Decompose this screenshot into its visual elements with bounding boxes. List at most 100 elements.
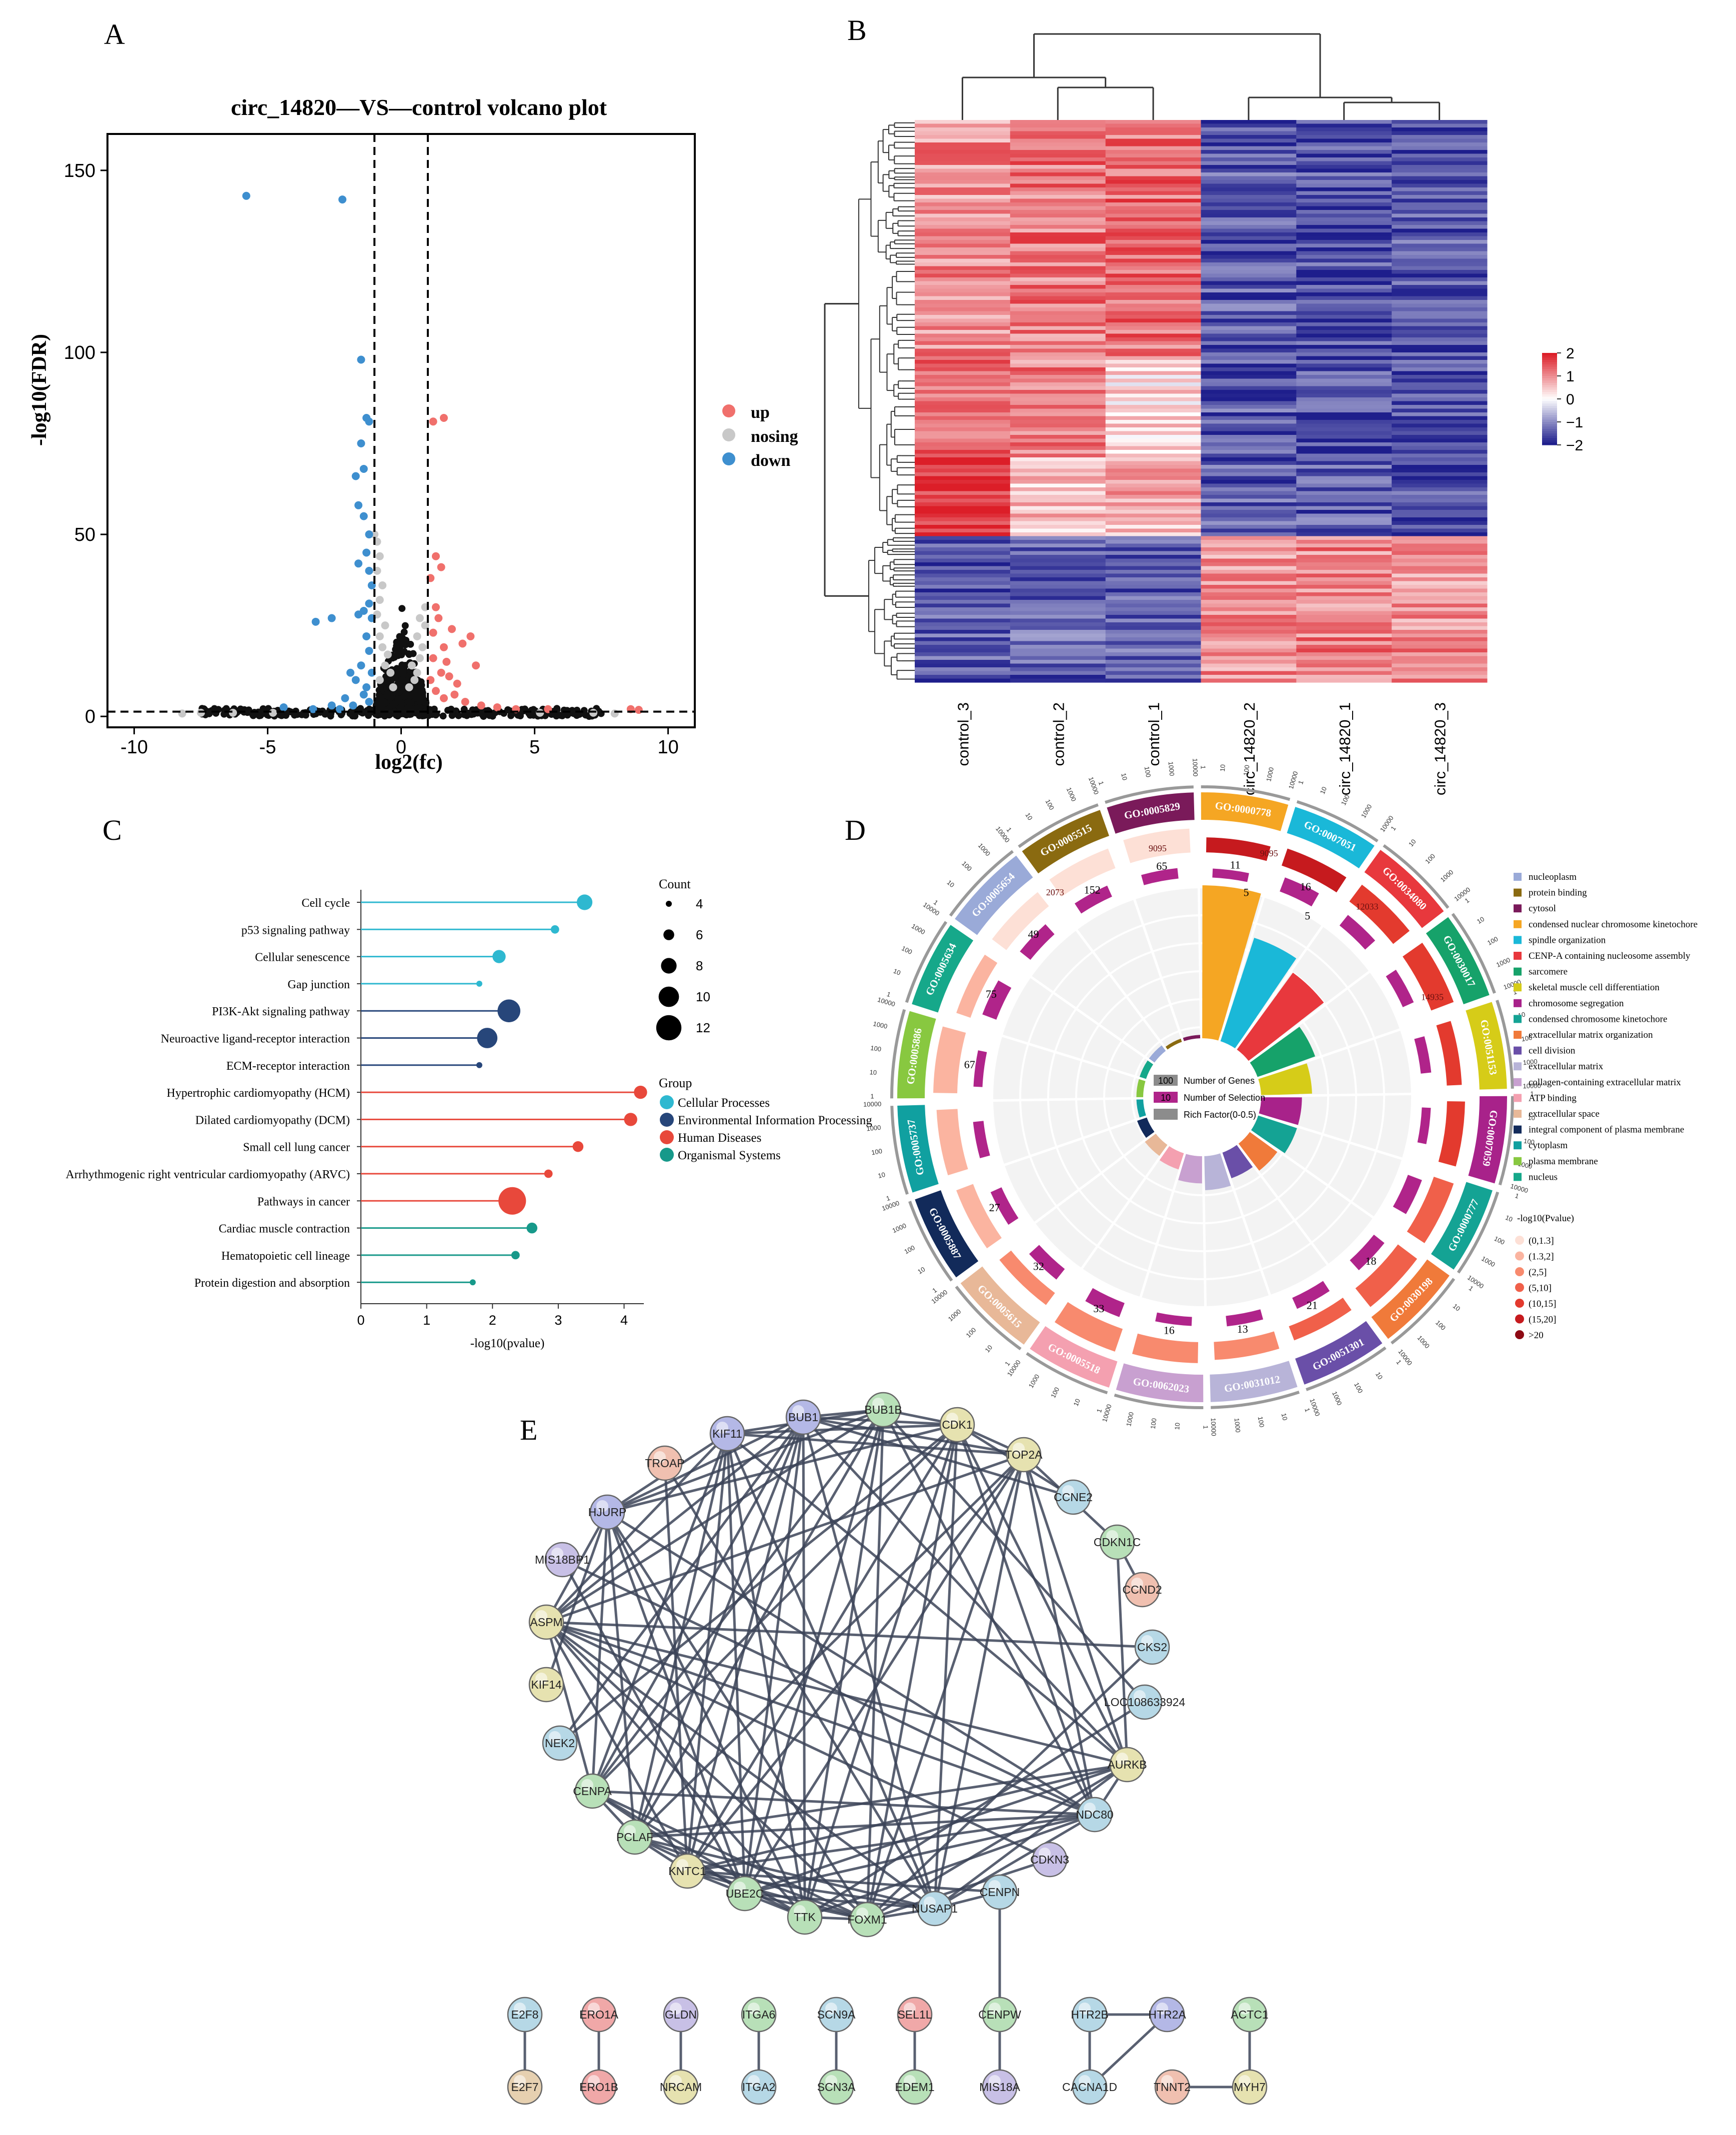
point-up bbox=[439, 643, 448, 651]
heatmap-cell bbox=[1201, 217, 1297, 222]
heatmap-cell bbox=[1105, 296, 1201, 300]
scale-tick-label: 100 bbox=[1257, 1416, 1266, 1428]
gene-count-bar bbox=[1289, 1298, 1352, 1341]
heatmap-cell bbox=[1010, 165, 1106, 169]
network-node-label: KIF14 bbox=[531, 1678, 562, 1691]
heatmap-cell bbox=[1392, 513, 1488, 518]
legend-marker-down bbox=[722, 452, 735, 465]
heatmap-cell bbox=[1296, 596, 1392, 600]
heatmap-cell bbox=[1010, 573, 1106, 578]
heatmap-cell bbox=[1201, 453, 1297, 458]
heatmap-cell bbox=[1201, 397, 1297, 402]
grid-spoke bbox=[1258, 1113, 1404, 1160]
network-edge bbox=[687, 1763, 1128, 1873]
heatmap-cell bbox=[1201, 210, 1297, 214]
scale-step bbox=[1542, 353, 1557, 356]
point-up bbox=[453, 679, 461, 688]
go-legend-swatch bbox=[1514, 1015, 1522, 1023]
heatmap-cell bbox=[1010, 273, 1106, 278]
heatmap-cell bbox=[1392, 633, 1488, 638]
pathway-label: Hypertrophic cardiomyopathy (HCM) bbox=[166, 1087, 350, 1100]
scale-ring bbox=[949, 850, 1014, 917]
scale-step bbox=[1542, 403, 1557, 406]
heatmap-cell bbox=[1201, 536, 1297, 540]
heatmap-cell bbox=[1201, 663, 1297, 668]
heatmap-cell bbox=[1392, 596, 1488, 600]
gene-count-label: 27 bbox=[989, 1201, 1000, 1214]
scale-tick-label: 10 bbox=[1452, 1302, 1462, 1313]
heatmap-cell bbox=[1296, 123, 1392, 128]
heatmap-cell bbox=[1392, 180, 1488, 184]
network-edge bbox=[803, 1424, 959, 1918]
grid-spoke bbox=[1218, 896, 1265, 1041]
heatmap-cell bbox=[1201, 378, 1297, 383]
network-node-label: CDK1 bbox=[942, 1418, 972, 1431]
scale-tick-label: 100 bbox=[1523, 1137, 1535, 1146]
heatmap-cell bbox=[915, 408, 1011, 413]
go-legend-label: ATP binding bbox=[1529, 1093, 1577, 1103]
network-node-label: KNTC1 bbox=[668, 1865, 706, 1878]
point-nosing-dense bbox=[398, 605, 406, 612]
heatmap-cell bbox=[1296, 491, 1392, 495]
heatmap-cell bbox=[1392, 270, 1488, 274]
heatmap-cell bbox=[1010, 611, 1106, 615]
scale-ring bbox=[1201, 785, 1291, 801]
go-legend-label: extracellular space bbox=[1529, 1109, 1600, 1119]
heatmap-cell bbox=[1296, 341, 1392, 345]
heatmap-cell bbox=[915, 600, 1011, 604]
heatmap-cell bbox=[1392, 165, 1488, 169]
heatmap-cell bbox=[1296, 176, 1392, 180]
heatmap-cell bbox=[1010, 322, 1106, 327]
heatmap-cell bbox=[1392, 502, 1488, 507]
network-node-highlight bbox=[1156, 2003, 1168, 2015]
heatmap-cell bbox=[1392, 138, 1488, 143]
heatmap-cell bbox=[1201, 630, 1297, 634]
go-legend-label: nucleoplasm bbox=[1529, 872, 1577, 882]
point-up bbox=[450, 690, 459, 699]
network-node-highlight bbox=[748, 2075, 760, 2087]
heatmap-cell bbox=[1105, 555, 1201, 559]
heatmap-cell bbox=[1201, 333, 1297, 338]
go-legend-swatch bbox=[1514, 952, 1522, 960]
heatmap-cell bbox=[1201, 195, 1297, 199]
heatmap-cell bbox=[1010, 468, 1106, 473]
heatmap-cell bbox=[915, 513, 1011, 518]
heatmap-cell bbox=[1105, 232, 1201, 237]
heatmap-cell bbox=[1010, 588, 1106, 593]
go-legend-swatch bbox=[1514, 1031, 1522, 1039]
heatmap-cell bbox=[1296, 446, 1392, 450]
point-nosing-dense bbox=[351, 712, 359, 720]
heatmap-cell bbox=[1105, 570, 1201, 574]
heatmap-cell bbox=[1105, 423, 1201, 428]
network-node-label: CDKN3 bbox=[1030, 1853, 1069, 1866]
heatmap-cell bbox=[915, 251, 1011, 255]
network-node-highlight bbox=[734, 1882, 746, 1894]
heatmap-cell bbox=[1296, 543, 1392, 548]
heatmap-cell bbox=[915, 296, 1011, 300]
heatmap-cell bbox=[915, 667, 1011, 672]
point-nosing-dense bbox=[486, 712, 493, 719]
heatmap-cell bbox=[1105, 581, 1201, 585]
heatmap-cell bbox=[1105, 633, 1201, 638]
network-node-highlight bbox=[1116, 1753, 1128, 1765]
point-nosing bbox=[375, 632, 384, 640]
heatmap-cell bbox=[1105, 390, 1201, 394]
gene-count-label: 152 bbox=[1084, 884, 1101, 896]
network-edge bbox=[634, 1454, 1025, 1838]
network-edge bbox=[606, 1512, 746, 1894]
heatmap-cell bbox=[1296, 393, 1392, 398]
heatmap-cell bbox=[1201, 273, 1297, 278]
heatmap-cell bbox=[1392, 663, 1488, 668]
network-edge bbox=[1116, 1542, 1129, 1765]
heatmap-cell bbox=[1392, 600, 1488, 604]
heatmap-cell bbox=[915, 333, 1011, 338]
point-up bbox=[461, 698, 469, 706]
scale-tick-label: 10 bbox=[1528, 1114, 1535, 1122]
heatmap-cell bbox=[1296, 562, 1392, 567]
heatmap-cell bbox=[1105, 528, 1201, 533]
heatmap-cell bbox=[1105, 330, 1201, 334]
heatmap-cell bbox=[1105, 420, 1201, 424]
heatmap-cell bbox=[915, 360, 1011, 364]
gene-count-label: 75 bbox=[986, 988, 997, 1000]
heatmap-cell bbox=[1010, 161, 1106, 165]
